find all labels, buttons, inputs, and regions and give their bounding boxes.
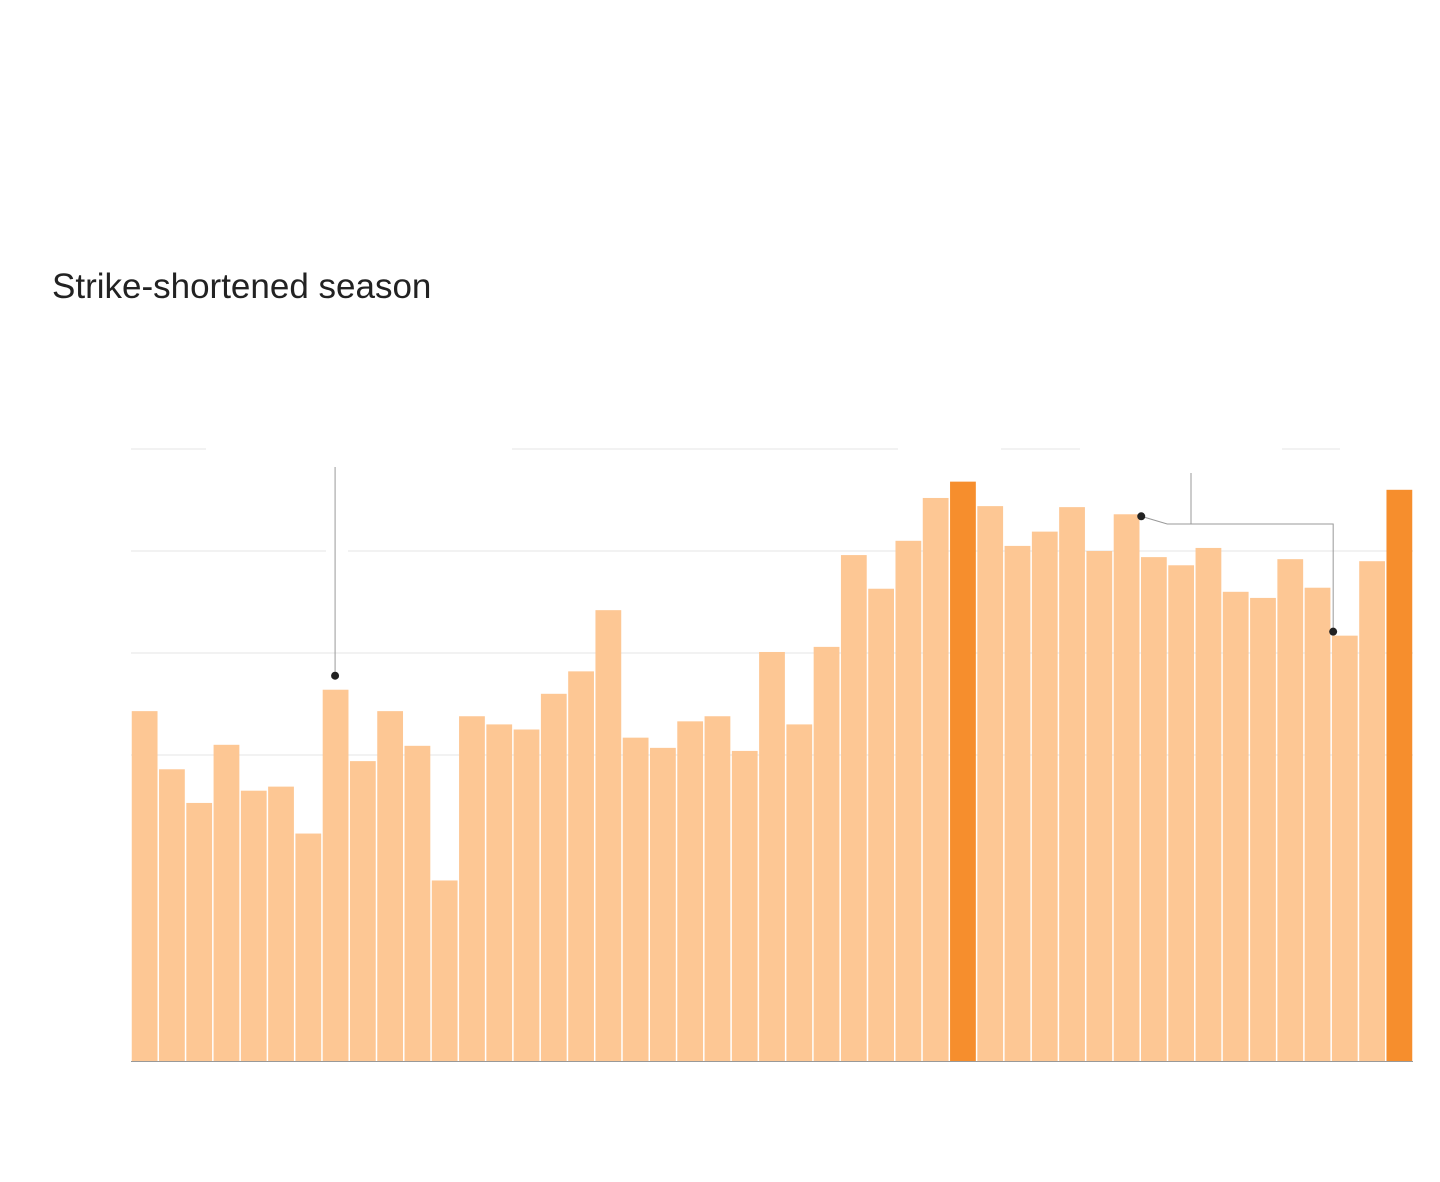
bar: [268, 786, 294, 1061]
bar: [1195, 547, 1222, 1061]
bar: [1277, 559, 1304, 1061]
bar: [349, 761, 376, 1061]
bar: [513, 729, 540, 1061]
bar: [1140, 557, 1167, 1061]
bar: [131, 711, 158, 1061]
annotation-title: Strike-shortened season: [52, 267, 431, 306]
bar: [1031, 531, 1058, 1061]
bar: [731, 750, 758, 1061]
bar: [677, 721, 704, 1061]
annotations: Strike-shortened season: [52, 267, 1338, 680]
bar: [1086, 551, 1113, 1061]
bar: [404, 745, 431, 1061]
annotation-bracket-dot-start: [1137, 512, 1146, 521]
bar: [1113, 514, 1140, 1061]
bar: [431, 880, 458, 1061]
bar: [1359, 561, 1385, 1061]
bar: [1168, 565, 1195, 1061]
bar: [868, 588, 894, 1061]
bar: [240, 790, 267, 1061]
bar-highlighted: [950, 481, 976, 1061]
bar: [459, 716, 485, 1061]
bar: [922, 497, 949, 1062]
bar: [813, 646, 840, 1061]
bar-highlighted: [1386, 489, 1413, 1061]
bar: [977, 506, 1004, 1061]
bar: [786, 724, 813, 1061]
bar: [1059, 507, 1085, 1061]
bar: [704, 716, 731, 1061]
annotation-bracket-dot-end: [1329, 627, 1338, 636]
bar: [1250, 597, 1276, 1061]
bar: [650, 747, 676, 1061]
annotation-bracket-line: [1141, 515, 1334, 632]
bar: [1331, 635, 1358, 1061]
bar: [322, 689, 349, 1061]
bar: [840, 555, 867, 1061]
bar: [540, 693, 567, 1061]
bar: [759, 651, 785, 1061]
bar: [295, 833, 322, 1061]
bar: [377, 711, 404, 1061]
bar: [159, 769, 185, 1061]
bar: [622, 737, 649, 1061]
bar: [595, 610, 622, 1061]
bar: [1304, 587, 1331, 1061]
bar: [486, 724, 513, 1061]
bar: [1004, 545, 1031, 1061]
bar: [568, 671, 594, 1061]
bar: [213, 744, 240, 1061]
bar: [186, 802, 213, 1061]
bars: [131, 481, 1413, 1062]
bar: [895, 540, 922, 1061]
bar: [1222, 591, 1249, 1061]
annotation-dot: [331, 671, 340, 680]
